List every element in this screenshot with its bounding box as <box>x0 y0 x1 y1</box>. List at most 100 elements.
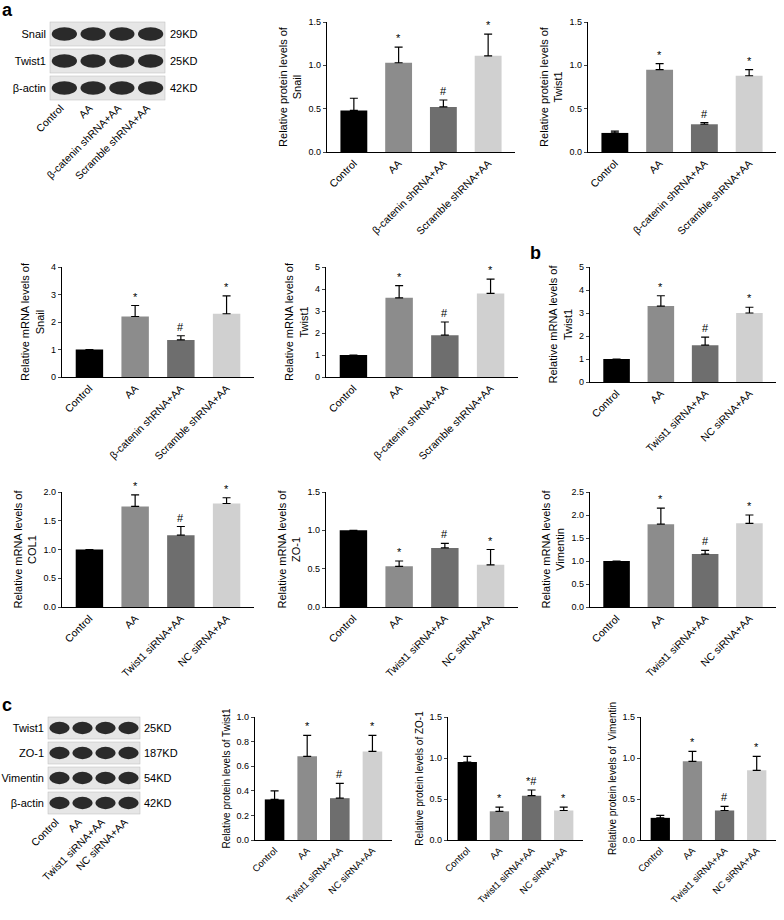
svg-text:Control: Control <box>62 382 94 414</box>
svg-text:0.0: 0.0 <box>308 147 321 157</box>
svg-text:Control: Control <box>326 382 358 414</box>
svg-text:1.0: 1.0 <box>236 712 249 722</box>
svg-text:2.5: 2.5 <box>571 487 584 497</box>
svg-text:1.0: 1.0 <box>308 60 321 70</box>
svg-text:Scramble shRNA+AA: Scramble shRNA+AA <box>72 102 152 182</box>
svg-text:AA: AA <box>66 816 84 834</box>
svg-text:Relative mRNA levels ofSnail: Relative mRNA levels ofSnail <box>19 262 45 381</box>
svg-text:Relative mRNA levels ofTwist1: Relative mRNA levels ofTwist1 <box>547 265 573 384</box>
svg-text:β-catenin shRNA+AA: β-catenin shRNA+AA <box>371 382 450 461</box>
svg-text:1.0: 1.0 <box>569 60 582 70</box>
svg-text:*: * <box>370 720 375 732</box>
svg-text:*: * <box>747 55 752 67</box>
svg-text:NC siRNA+AA: NC siRNA+AA <box>517 844 569 896</box>
svg-text:Twist1: Twist1 <box>15 55 46 67</box>
svg-text:3: 3 <box>315 306 320 316</box>
svg-text:Control: Control <box>636 845 665 874</box>
svg-text:1.5: 1.5 <box>622 712 635 722</box>
svg-text:2: 2 <box>51 317 56 327</box>
svg-text:1: 1 <box>579 354 584 364</box>
svg-text:Twist1 siRNA+AA: Twist1 siRNA+AA <box>643 612 710 679</box>
svg-text:*: * <box>497 792 502 804</box>
svg-text:NC siRNA+AA: NC siRNA+AA <box>698 612 755 669</box>
svg-text:1.0: 1.0 <box>429 753 442 763</box>
svg-text:0.5: 0.5 <box>622 794 635 804</box>
svg-text:Twist1 siRNA+AA: Twist1 siRNA+AA <box>383 612 450 679</box>
svg-text:Twist1: Twist1 <box>13 722 44 734</box>
svg-text:*: * <box>224 483 229 495</box>
svg-text:0.0: 0.0 <box>622 835 635 845</box>
svg-text:Relative mRNA levels ofCOL1: Relative mRNA levels ofCOL1 <box>12 490 38 609</box>
svg-text:#: # <box>441 307 448 319</box>
svg-text:*: * <box>488 535 493 547</box>
svg-text:3: 3 <box>51 290 56 300</box>
svg-text:*: * <box>658 281 663 293</box>
svg-text:AA: AA <box>295 844 312 861</box>
svg-text:#: # <box>336 768 343 780</box>
svg-text:0.0: 0.0 <box>571 602 584 612</box>
svg-text:0: 0 <box>315 372 320 382</box>
svg-text:1: 1 <box>315 350 320 360</box>
svg-text:β-catenin shRNA+AA: β-catenin shRNA+AA <box>631 157 710 236</box>
svg-text:*: * <box>657 49 662 61</box>
svg-text:2.0: 2.0 <box>43 487 56 497</box>
svg-text:1.5: 1.5 <box>569 17 582 27</box>
svg-text:AA: AA <box>385 157 403 175</box>
svg-text:29KD: 29KD <box>170 28 198 40</box>
svg-text:*: * <box>561 792 566 804</box>
svg-text:Relative protein levels of ZO-: Relative protein levels of ZO-1 <box>414 711 425 846</box>
svg-text:NC siRNA+AA: NC siRNA+AA <box>710 844 762 896</box>
svg-text:#: # <box>441 528 448 540</box>
svg-text:Relative protein levels of Twi: Relative protein levels of Twist1 <box>221 708 232 848</box>
svg-text:Twist1 siRNA+AA: Twist1 siRNA+AA <box>119 612 186 679</box>
svg-text:Control: Control <box>588 157 620 189</box>
svg-text:0.5: 0.5 <box>569 104 582 114</box>
svg-text:0.6: 0.6 <box>236 761 249 771</box>
svg-text:0.5: 0.5 <box>429 794 442 804</box>
svg-text:β-actin: β-actin <box>11 797 44 809</box>
svg-text:Scramble shRNA+AA: Scramble shRNA+AA <box>152 382 232 462</box>
svg-text:5: 5 <box>579 262 584 272</box>
svg-text:Control: Control <box>327 157 359 189</box>
svg-text:Relative protein levels ofSnai: Relative protein levels ofSnail <box>277 26 303 147</box>
svg-text:NC siRNA+AA: NC siRNA+AA <box>698 387 755 444</box>
svg-text:AA: AA <box>386 382 404 400</box>
svg-text:Twist1 siRNA+AA: Twist1 siRNA+AA <box>643 387 710 454</box>
svg-text:#: # <box>701 108 708 120</box>
svg-text:Relative mRNA levels ofZO-1: Relative mRNA levels ofZO-1 <box>276 490 302 609</box>
svg-text:Twist1 siRNA+AA: Twist1 siRNA+AA <box>284 844 345 905</box>
svg-text:#: # <box>440 85 447 97</box>
svg-text:Relative mRNA levels ofTwist1: Relative mRNA levels ofTwist1 <box>283 262 309 381</box>
svg-text:0.5: 0.5 <box>571 579 584 589</box>
svg-text:Control: Control <box>443 845 472 874</box>
svg-text:25KD: 25KD <box>144 722 172 734</box>
svg-text:β-catenin shRNA+AA: β-catenin shRNA+AA <box>107 382 186 461</box>
svg-text:ZO-1: ZO-1 <box>19 747 44 759</box>
svg-text:Control: Control <box>33 102 65 134</box>
svg-text:AA: AA <box>648 387 666 405</box>
svg-text:AA: AA <box>386 612 404 630</box>
svg-text:β-actin: β-actin <box>13 82 46 94</box>
svg-text:AA: AA <box>648 612 666 630</box>
svg-text:3: 3 <box>579 308 584 318</box>
svg-text:0.5: 0.5 <box>43 573 56 583</box>
svg-text:#: # <box>702 535 709 547</box>
svg-text:Control: Control <box>250 845 279 874</box>
svg-text:Control: Control <box>589 612 621 644</box>
svg-text:Vimentin: Vimentin <box>1 772 44 784</box>
svg-text:Scramble shRNA+AA: Scramble shRNA+AA <box>675 157 755 237</box>
svg-text:*: * <box>397 271 402 283</box>
svg-text:42KD: 42KD <box>170 82 198 94</box>
svg-text:Relative protein levels of Vi: Relative protein levels of Vimentin <box>607 702 618 855</box>
svg-text:1.0: 1.0 <box>307 525 320 535</box>
svg-text:1.5: 1.5 <box>308 17 321 27</box>
svg-text:NC siRNA+AA: NC siRNA+AA <box>175 612 232 669</box>
svg-text:*: * <box>133 291 138 303</box>
svg-text:2.0: 2.0 <box>571 510 584 520</box>
svg-text:*: * <box>658 493 663 505</box>
svg-text:5: 5 <box>315 262 320 272</box>
svg-text:#: # <box>721 791 728 803</box>
svg-text:0.5: 0.5 <box>308 104 321 114</box>
svg-text:0: 0 <box>579 377 584 387</box>
svg-text:Control: Control <box>62 612 94 644</box>
